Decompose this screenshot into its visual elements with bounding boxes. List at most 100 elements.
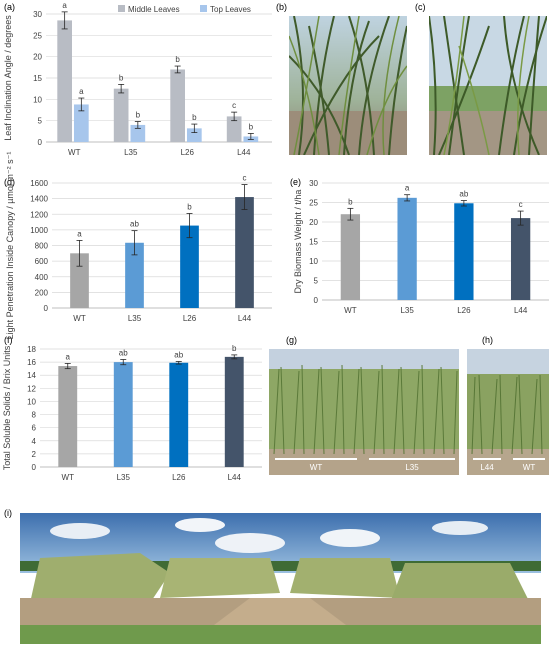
y-tick-label: 10 (309, 257, 318, 266)
significance-letter: ab (459, 190, 468, 199)
significance-letter: b (232, 344, 237, 353)
panel-label-h: (h) (482, 335, 493, 345)
panel-label-f: (f) (4, 335, 13, 345)
x-tick-label: L26 (181, 148, 195, 157)
legend-swatch (200, 5, 207, 12)
y-tick-label: 1600 (30, 179, 48, 188)
photo-c (429, 16, 547, 155)
bar (170, 69, 185, 142)
y-tick-label: 20 (33, 53, 42, 62)
y-tick-label: 6 (32, 424, 37, 433)
y-tick-label: 8 (32, 411, 37, 420)
y-tick-label: 12 (27, 384, 36, 393)
y-tick-label: 5 (314, 277, 319, 286)
significance-letter: a (62, 1, 67, 10)
legend-label: Top Leaves (210, 5, 251, 14)
chart-dry-biomass: 0 5 10 15 20 25 30 Dry Biomass Weight / t/ha WT L… (293, 179, 549, 315)
bar (180, 225, 199, 308)
y-tick-label: 1000 (30, 226, 48, 235)
y-tick-label: 600 (35, 257, 49, 266)
bar (397, 197, 417, 300)
chart-leaf-inclination: 0 5 10 15 20 25 30 Leaf Inclination Angle / deg… (3, 1, 272, 157)
panel-label-c: (c) (415, 2, 426, 12)
significance-letter: b (136, 111, 141, 120)
y-tick-label: 30 (33, 10, 42, 19)
y-tick-label: 25 (309, 199, 318, 208)
significance-letter: a (405, 184, 410, 193)
photo-g: WT L35 (269, 349, 459, 475)
x-tick-label: L44 (238, 314, 252, 323)
y-tick-label: 30 (309, 179, 318, 188)
x-tick-label: WT (68, 148, 81, 157)
y-tick-label: 0 (314, 296, 319, 305)
photo-i (20, 513, 541, 644)
significance-letter: b (119, 73, 124, 82)
significance-letter: b (192, 113, 197, 122)
y-axis-label: Dry Biomass Weight / t/ha (293, 190, 303, 294)
bar (125, 242, 144, 308)
bar (73, 104, 89, 142)
y-tick-label: 0 (32, 463, 37, 472)
y-axis-label: Light Penetration Inside Canopy / µmol m… (5, 152, 15, 340)
y-tick-label: 15 (309, 238, 318, 247)
y-tick-label: 4 (32, 437, 37, 446)
y-tick-label: 1400 (30, 195, 48, 204)
bar (70, 253, 89, 308)
bar (510, 218, 531, 300)
x-tick-label: L35 (400, 306, 414, 315)
y-tick-label: 5 (38, 117, 43, 126)
x-tick-label: L35 (117, 473, 131, 482)
field-panorama-photo (20, 513, 541, 644)
panel-label-a: (a) (4, 2, 15, 12)
x-tick-label: L44 (237, 148, 251, 157)
y-tick-label: 14 (27, 371, 36, 380)
y-tick-label: 400 (35, 273, 49, 282)
significance-letter: b (348, 197, 353, 206)
bar (226, 116, 242, 142)
significance-letter: a (66, 352, 71, 361)
x-tick-label: WT (73, 314, 86, 323)
x-tick-label: L44 (514, 306, 528, 315)
x-tick-label: L26 (172, 473, 186, 482)
canopy-photo-c (429, 16, 547, 155)
y-tick-label: 1200 (30, 210, 48, 219)
y-tick-label: 18 (27, 345, 36, 354)
y-tick-label: 10 (33, 95, 42, 104)
y-tick-label: 200 (35, 288, 49, 297)
bar (454, 203, 474, 300)
significance-letter: ab (130, 220, 139, 229)
x-tick-label: L35 (128, 314, 142, 323)
y-tick-label: 2 (32, 450, 37, 459)
x-tick-label: WT (344, 306, 357, 315)
chart-soluble-solids: 0 2 4 6 8 10 12 14 16 18 Total Soluble Solids / Br… (2, 344, 262, 482)
panel-label-e: (e) (290, 177, 301, 187)
field-photo-g: WT L35 (269, 349, 459, 475)
x-tick-label: WT (62, 473, 75, 482)
caption-g-left: WT (310, 463, 323, 472)
panel-label-b: (b) (276, 2, 287, 12)
legend-swatch (118, 5, 125, 12)
x-tick-label: L44 (228, 473, 242, 482)
significance-letter: a (79, 87, 84, 96)
significance-letter: c (243, 174, 247, 183)
significance-letter: b (175, 55, 180, 64)
legend-label: Middle Leaves (128, 5, 180, 14)
bar (57, 20, 72, 142)
x-tick-label: L26 (183, 314, 197, 323)
y-tick-label: 25 (33, 31, 42, 40)
significance-letter: a (77, 229, 82, 238)
significance-letter: b (187, 202, 192, 211)
bar (58, 366, 78, 467)
bar (169, 362, 189, 467)
bar (340, 214, 361, 300)
panel-label-g: (g) (286, 335, 297, 345)
significance-letter: ab (119, 348, 128, 357)
x-tick-label: L35 (124, 148, 138, 157)
panel-label-d: (d) (4, 177, 15, 187)
significance-letter: c (519, 200, 523, 209)
bar (130, 124, 146, 142)
bar (186, 128, 202, 142)
bar (113, 88, 129, 142)
bar (235, 197, 254, 308)
y-tick-label: 16 (27, 358, 36, 367)
